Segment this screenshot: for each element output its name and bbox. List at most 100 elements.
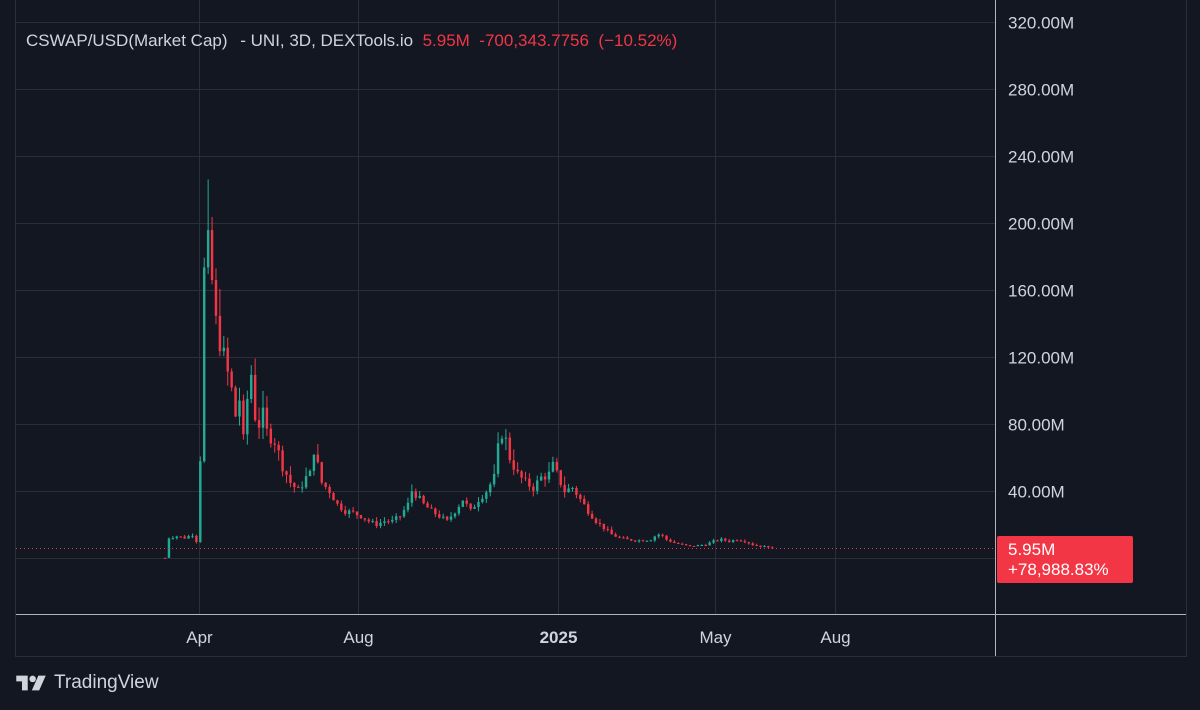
candle-body	[481, 498, 484, 502]
candle-body	[586, 504, 590, 514]
candle-body	[300, 487, 304, 489]
candle-body	[414, 491, 418, 498]
candle-body	[304, 476, 308, 488]
candle-body	[473, 506, 476, 509]
price-tick-label: 280.00M	[1008, 81, 1074, 100]
time-tick-label: May	[699, 628, 732, 647]
candle-body	[426, 503, 429, 508]
candle-body	[712, 540, 715, 543]
candle-body	[383, 521, 386, 523]
candle-body	[610, 529, 613, 535]
candle-body	[336, 500, 339, 504]
candle-body	[575, 487, 578, 495]
candle-body	[539, 476, 543, 481]
candle-body	[179, 536, 182, 538]
change-percent: (−10.52%)	[598, 31, 678, 50]
candle-body	[387, 521, 390, 523]
candle-body	[394, 516, 398, 520]
candle-body	[351, 510, 355, 512]
candle-body	[692, 545, 696, 547]
candle-body	[261, 407, 265, 428]
candle-body	[418, 495, 421, 498]
candle-body	[199, 461, 202, 543]
candle-body	[508, 437, 512, 461]
candle-body	[688, 545, 692, 547]
candle-body	[277, 444, 280, 451]
candle-body	[645, 540, 649, 542]
brand-name: TradingView	[54, 672, 159, 693]
candle-body	[626, 537, 629, 540]
candle-body	[720, 538, 723, 541]
candle-body	[677, 542, 680, 544]
candle-body	[633, 540, 637, 542]
symbol-label[interactable]: CSWAP/USD(Market Cap)	[26, 31, 228, 50]
price-tick-label: 80.00M	[1008, 416, 1065, 435]
candle-body	[297, 487, 300, 489]
candle-body	[457, 506, 461, 514]
candle-body	[598, 522, 602, 524]
price-tick-label: 160.00M	[1008, 282, 1074, 301]
candle-body	[661, 534, 664, 536]
candle-body	[355, 511, 359, 516]
candle-body	[363, 518, 367, 520]
candle-body	[195, 535, 198, 543]
candle-body	[563, 484, 566, 493]
candle-body	[547, 471, 551, 480]
candle-body	[242, 400, 245, 435]
candle-body	[328, 486, 331, 494]
candle-body	[175, 536, 179, 539]
candle-body	[406, 502, 410, 510]
price-tick-label: 320.00M	[1008, 14, 1074, 33]
candle-body	[191, 535, 194, 537]
candle-body	[665, 535, 668, 540]
candle-body	[724, 538, 727, 541]
time-axis-labels[interactable]: Apr Aug 2025 May Aug	[186, 628, 850, 647]
candle-body	[453, 513, 457, 517]
candle-body	[704, 545, 707, 547]
candle-body	[489, 484, 492, 493]
candle-body	[340, 503, 343, 511]
candle-body	[500, 438, 504, 444]
candle-body	[332, 493, 335, 501]
candle-body	[747, 542, 751, 544]
candle-body	[402, 509, 406, 517]
candle-body	[230, 371, 233, 388]
last-price-badge-change: +78,988.83%	[1008, 560, 1109, 579]
candle-body	[250, 374, 253, 399]
candle-body	[344, 510, 347, 514]
candle-body	[391, 519, 394, 522]
candle-body	[641, 540, 645, 542]
candle-body	[728, 540, 731, 542]
candle-body	[684, 544, 688, 546]
candle-body	[532, 486, 535, 491]
chart-legend: CSWAP/USD(Market Cap) - UNI, 3D, DEXTool…	[26, 31, 677, 51]
price-axis-labels[interactable]: 40.00M 80.00M 120.00M 160.00M 200.00M 240.00M…	[1008, 14, 1074, 502]
symbol-meta: - UNI, 3D, DEXTools.io	[240, 31, 414, 50]
candle-body	[700, 545, 704, 547]
candle-body	[630, 539, 633, 541]
candle-body	[371, 521, 374, 523]
candle-body	[183, 536, 186, 539]
candle-body	[551, 461, 555, 472]
candle-body	[379, 522, 382, 527]
candle-body	[171, 538, 175, 540]
candle-body	[324, 482, 327, 487]
candle-body	[210, 230, 214, 281]
candle-body	[434, 508, 437, 515]
candle-body	[367, 519, 370, 522]
candle-body	[680, 543, 684, 545]
candle-body	[520, 471, 523, 478]
candle-body	[257, 420, 261, 428]
price-tick-label: 40.00M	[1008, 483, 1065, 502]
tradingview-brand[interactable]: TradingView	[16, 671, 159, 695]
candle-body	[696, 545, 700, 547]
candlestick-series[interactable]	[163, 179, 774, 559]
candle-body	[430, 507, 433, 509]
tradingview-logo-icon	[16, 675, 46, 691]
candle-body	[708, 542, 711, 546]
candle-body	[477, 501, 480, 507]
price-tick-label: 240.00M	[1008, 148, 1074, 167]
candle-body	[316, 454, 320, 463]
candle-body	[206, 230, 210, 268]
candle-body	[203, 267, 206, 462]
